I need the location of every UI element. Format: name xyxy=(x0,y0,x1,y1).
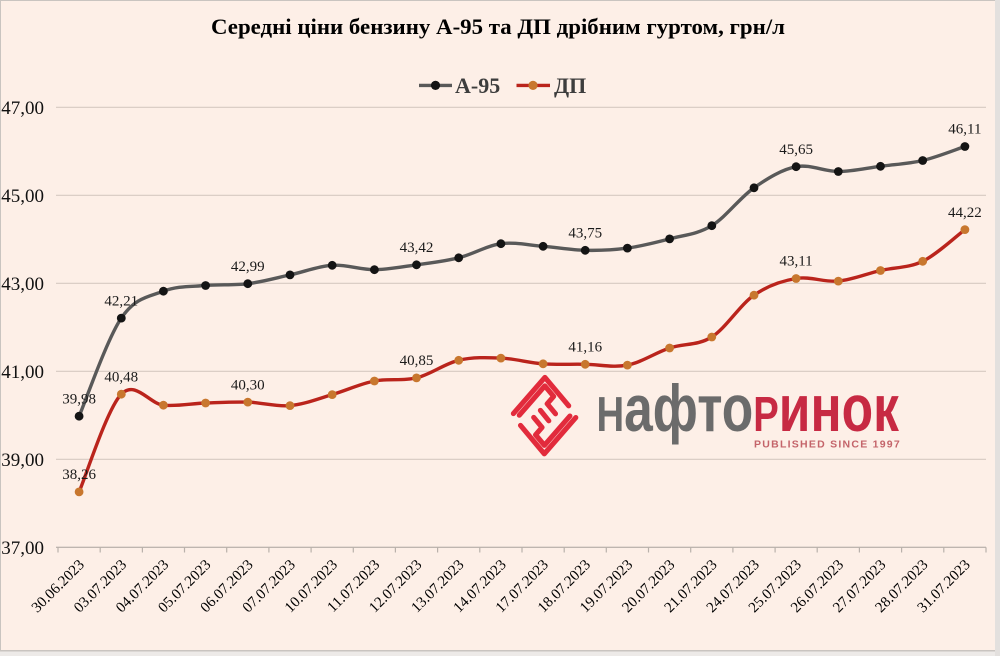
svg-text:47,00: 47,00 xyxy=(1,98,44,119)
svg-text:НафтоРинок: НафтоРинок xyxy=(597,371,900,446)
svg-text:PUBLISHED SINCE 1997: PUBLISHED SINCE 1997 xyxy=(754,439,901,451)
svg-text:45,00: 45,00 xyxy=(1,186,44,207)
svg-text:43,00: 43,00 xyxy=(1,274,44,295)
svg-text:42,99: 42,99 xyxy=(231,259,265,275)
svg-text:40,30: 40,30 xyxy=(231,377,265,393)
svg-text:46,11: 46,11 xyxy=(948,122,981,138)
svg-text:40,48: 40,48 xyxy=(104,369,138,385)
svg-text:45,65: 45,65 xyxy=(779,142,813,158)
svg-text:38,26: 38,26 xyxy=(62,467,96,483)
svg-text:39,00: 39,00 xyxy=(1,450,44,471)
svg-text:41,16: 41,16 xyxy=(568,340,602,356)
svg-text:37,00: 37,00 xyxy=(1,538,44,559)
svg-text:42,21: 42,21 xyxy=(104,293,138,309)
svg-text:40,85: 40,85 xyxy=(400,353,434,369)
svg-text:А-95: А-95 xyxy=(455,73,500,98)
svg-text:41,00: 41,00 xyxy=(1,362,44,383)
svg-text:Середні ціни бензину А-95 та Д: Середні ціни бензину А-95 та ДП дрібним … xyxy=(211,14,785,39)
svg-text:43,75: 43,75 xyxy=(568,226,602,242)
svg-text:ДП: ДП xyxy=(554,73,586,98)
svg-text:39,98: 39,98 xyxy=(62,391,96,407)
svg-text:43,42: 43,42 xyxy=(400,240,434,256)
svg-text:44,22: 44,22 xyxy=(948,205,982,221)
svg-text:43,11: 43,11 xyxy=(779,254,812,270)
